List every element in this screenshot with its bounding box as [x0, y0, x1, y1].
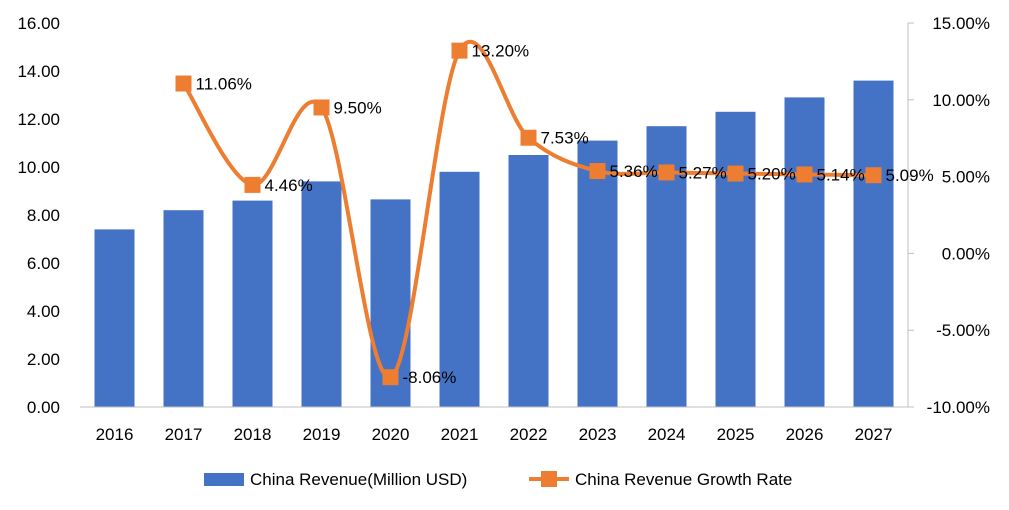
revenue-bar-2017: [163, 210, 204, 407]
x-tick-label-2024: 2024: [648, 425, 686, 444]
x-tick-label-2018: 2018: [234, 425, 272, 444]
growth-marker-2021: [451, 42, 468, 59]
revenue-bar-2026: [784, 97, 825, 408]
x-tick-label-2019: 2019: [303, 425, 341, 444]
left-tick-label: 10.00: [17, 158, 60, 177]
left-tick-label: 6.00: [27, 254, 60, 273]
x-tick-label-2022: 2022: [510, 425, 548, 444]
x-tick-label-2027: 2027: [855, 425, 893, 444]
left-tick-label: 4.00: [27, 302, 60, 321]
growth-marker-2023: [589, 163, 606, 180]
growth-label-2018: 4.46%: [265, 176, 313, 195]
growth-label-2017: 11.06%: [196, 75, 252, 94]
right-tick-label: -5.00%: [936, 321, 990, 340]
revenue-bar-2016: [94, 229, 135, 407]
x-tick-label-2025: 2025: [717, 425, 755, 444]
growth-label-2024: 5.27%: [679, 163, 727, 182]
x-tick-label-2016: 2016: [96, 425, 134, 444]
legend-line-marker: [541, 471, 557, 487]
left-tick-label: 12.00: [17, 110, 60, 129]
growth-marker-2020: [382, 369, 399, 386]
growth-marker-2018: [244, 176, 261, 193]
left-tick-label: 16.00: [17, 14, 60, 33]
left-tick-label: 8.00: [27, 206, 60, 225]
growth-marker-2027: [865, 167, 882, 184]
right-tick-label: 10.00%: [932, 91, 990, 110]
x-tick-label-2023: 2023: [579, 425, 617, 444]
growth-label-2023: 5.36%: [610, 162, 658, 181]
growth-line-layer: [175, 39, 882, 386]
data-labels-layer: 11.06% 4.46% 9.50% -8.06% 13.20% 7.53% 5.36% 5.…: [196, 42, 934, 388]
revenue-bar-2022: [508, 155, 549, 407]
x-tick-label-2026: 2026: [786, 425, 824, 444]
bars-layer: [94, 80, 894, 408]
revenue-bar-2027: [853, 80, 894, 407]
right-tick-label: 0.00%: [942, 244, 990, 263]
right-tick-label: -10.00%: [927, 398, 990, 417]
x-tick-label-2020: 2020: [372, 425, 410, 444]
growth-label-2027: 5.09%: [886, 166, 934, 185]
growth-label-2022: 7.53%: [541, 129, 589, 148]
growth-marker-2026: [796, 166, 813, 183]
growth-label-2020: -8.06%: [403, 368, 457, 387]
revenue-bar-2019: [301, 181, 342, 407]
left-tick-label: 14.00: [17, 62, 60, 81]
revenue-bar-2018: [232, 200, 273, 407]
growth-marker-2022: [520, 129, 537, 146]
axes-layer: 0.00 2.00 4.00 6.00 8.00 10.00 12.00 14.00 16.00…: [17, 14, 990, 444]
growth-marker-2017: [175, 75, 192, 92]
revenue-bar-2021: [439, 171, 480, 407]
growth-label-2021: 13.20%: [472, 42, 530, 61]
growth-marker-2024: [658, 164, 675, 181]
growth-label-2019: 9.50%: [334, 98, 382, 117]
x-tick-label-2021: 2021: [441, 425, 479, 444]
legend-bar-label: China Revenue(Million USD): [250, 470, 467, 489]
growth-marker-2019: [313, 99, 330, 116]
legend-bar-swatch: [204, 473, 244, 486]
growth-label-2025: 5.20%: [748, 165, 796, 184]
legend: China Revenue(Million USD) China Revenue …: [204, 470, 792, 489]
left-tick-label: 0.00: [27, 398, 60, 417]
left-tick-label: 2.00: [27, 350, 60, 369]
legend-line-label: China Revenue Growth Rate: [575, 470, 792, 489]
x-tick-label-2017: 2017: [165, 425, 203, 444]
growth-label-2026: 5.14%: [817, 165, 865, 184]
revenue-bar-2023: [577, 140, 618, 407]
growth-marker-2025: [727, 165, 744, 182]
revenue-bar-2025: [715, 111, 756, 408]
right-tick-label: 5.00%: [942, 168, 990, 187]
right-tick-label: 15.00%: [932, 14, 990, 33]
